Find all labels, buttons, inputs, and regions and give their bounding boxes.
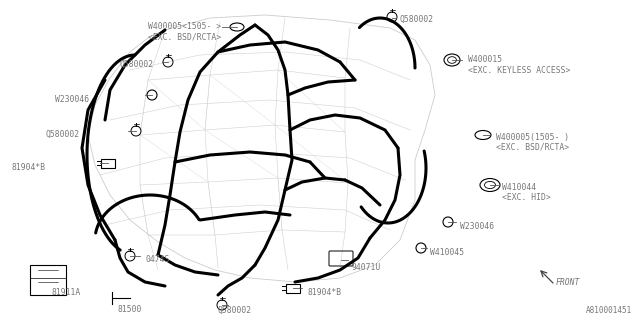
Text: <EXC. KEYLESS ACCESS>: <EXC. KEYLESS ACCESS>	[468, 66, 570, 75]
Text: 81500: 81500	[118, 305, 142, 314]
Text: Q580002: Q580002	[120, 60, 154, 69]
Text: 81904*B: 81904*B	[308, 288, 342, 297]
Text: W230046: W230046	[460, 222, 494, 231]
Text: W230046: W230046	[55, 95, 89, 104]
Text: Q580002: Q580002	[45, 130, 79, 139]
Text: A810001451: A810001451	[586, 306, 632, 315]
Text: W410045: W410045	[430, 248, 464, 257]
Text: W400005(1505- ): W400005(1505- )	[496, 133, 569, 142]
Text: Q580002: Q580002	[400, 15, 434, 24]
Text: <EXC. HID>: <EXC. HID>	[502, 193, 551, 202]
Text: Q580002: Q580002	[218, 306, 252, 315]
Text: 81911A: 81911A	[52, 288, 81, 297]
Text: 81904*B: 81904*B	[12, 163, 46, 172]
Text: 0474S: 0474S	[145, 255, 170, 264]
Text: <EXC. BSD/RCTA>: <EXC. BSD/RCTA>	[148, 32, 221, 41]
Text: W400005<1505- >: W400005<1505- >	[148, 22, 221, 31]
Text: 94071U: 94071U	[352, 263, 381, 272]
Text: <EXC. BSD/RCTA>: <EXC. BSD/RCTA>	[496, 143, 569, 152]
Text: W410044: W410044	[502, 183, 536, 192]
Text: W400015: W400015	[468, 55, 502, 64]
Text: FRONT: FRONT	[556, 278, 580, 287]
